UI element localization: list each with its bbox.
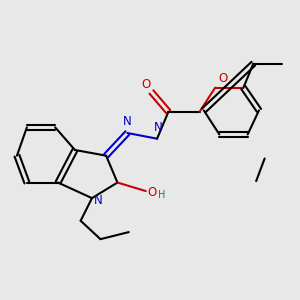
Text: N: N <box>94 194 103 207</box>
Text: H: H <box>158 190 166 200</box>
Text: O: O <box>142 78 151 91</box>
Text: N: N <box>123 115 132 128</box>
Text: O: O <box>147 186 156 199</box>
Text: N: N <box>154 121 163 134</box>
Text: O: O <box>218 73 227 85</box>
